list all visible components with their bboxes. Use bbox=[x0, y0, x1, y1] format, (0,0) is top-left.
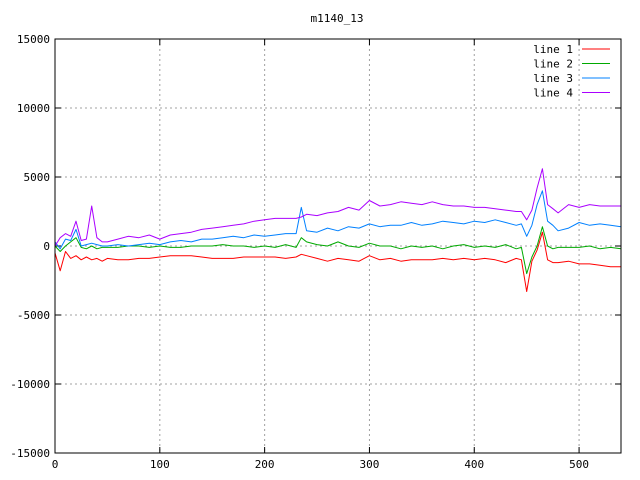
grid-lines bbox=[55, 39, 621, 453]
plot-frame bbox=[54, 38, 622, 454]
chart-title: m1140_13 bbox=[311, 12, 364, 25]
x-tick-label: 300 bbox=[360, 458, 380, 471]
y-tick-label: -5000 bbox=[17, 309, 50, 322]
series-line-3 bbox=[54, 190, 622, 250]
x-tick-label: 200 bbox=[255, 458, 275, 471]
x-tick-label: 100 bbox=[150, 458, 170, 471]
legend-label-1: line 1 bbox=[533, 43, 573, 56]
series-lines bbox=[54, 168, 622, 292]
legend-label-3: line 3 bbox=[533, 72, 573, 85]
y-axis: -15000 -10000 -5000 0 5000 10000 15000 bbox=[10, 33, 621, 460]
y-tick-label: -10000 bbox=[10, 378, 50, 391]
x-axis: 0 100 200 300 400 500 bbox=[52, 39, 589, 471]
series-line-4 bbox=[54, 168, 621, 247]
x-tick-label: 500 bbox=[569, 458, 589, 471]
y-tick-label: 5000 bbox=[24, 171, 51, 184]
y-tick-label: 0 bbox=[43, 240, 50, 253]
series-line-2 bbox=[54, 226, 622, 275]
x-tick-label: 400 bbox=[464, 458, 484, 471]
y-tick-label: 15000 bbox=[17, 33, 50, 46]
series-line-1 bbox=[54, 231, 621, 292]
legend-label-4: line 4 bbox=[533, 87, 573, 100]
y-tick-label: -15000 bbox=[10, 447, 50, 460]
y-tick-label: 10000 bbox=[17, 102, 50, 115]
legend-label-2: line 2 bbox=[533, 58, 573, 71]
x-tick-label: 0 bbox=[52, 458, 59, 471]
